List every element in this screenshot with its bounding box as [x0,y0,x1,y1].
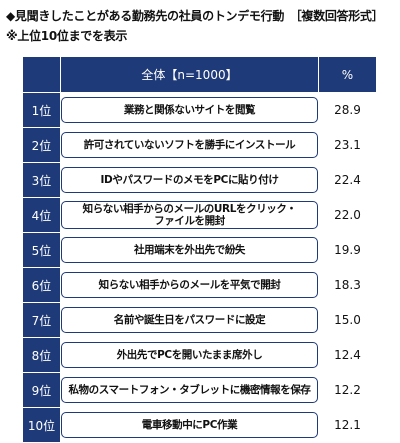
table-row: 8位 外出先でPCを開いたまま席外し 12.4 [22,337,377,373]
page-title: ◆見聞きしたことがある勤務先の社員のトンデモ行動 ［複数回答形式］ [6,9,384,23]
item-label: 知らない相手からのメールのURLをクリック・ ファイルを開封 [61,201,318,229]
item-label: IDやパスワードのメモをPCに貼り付け [61,167,318,193]
table-body: 1位 業務と関係ないサイトを閲覧 28.9 2位 許可されていないソフトを勝手にインスト… [22,92,377,443]
table-row: 4位 知らない相手からのメールのURLをクリック・ ファイルを開封 22.0 [22,197,377,233]
ranking-table: 全体【n=1000】 % 1位 業務と関係ないサイトを閲覧 28.9 2位 許可されてい… [22,56,377,443]
percent-value: 18.3 [318,267,377,303]
item-label: 社用端末を外出先で紛失 [61,237,318,263]
item-label: 外出先でPCを開いたまま席外し [61,342,318,368]
percent-value: 22.4 [318,162,377,198]
percent-value: 12.4 [318,337,377,373]
item-cell: 知らない相手からのメールを平気で開封 [60,267,319,303]
rank-label: 9位 [22,372,61,408]
item-cell: 社用端末を外出先で紛失 [60,232,319,268]
rank-label: 3位 [22,162,61,198]
percent-value: 22.0 [318,197,377,233]
item-cell: 私物のスマートフォン・タブレットに機密情報を保存 [60,372,319,408]
item-cell: IDやパスワードのメモをPCに貼り付け [60,162,319,198]
rank-label: 4位 [22,197,61,233]
item-cell: 許可されていないソフトを勝手にインストール [60,127,319,163]
item-label: 私物のスマートフォン・タブレットに機密情報を保存 [61,377,318,403]
table-header-row: 全体【n=1000】 % [22,56,377,93]
rank-label: 8位 [22,337,61,373]
item-cell: 外出先でPCを開いたまま席外し [60,337,319,373]
note-text: ※上位10位までを表示 [6,29,128,43]
item-cell: 名前や誕生日をパスワードに設定 [60,302,319,338]
header-percent: % [318,56,377,93]
rank-label: 7位 [22,302,61,338]
table-row: 7位 名前や誕生日をパスワードに設定 15.0 [22,302,377,338]
item-label: 許可されていないソフトを勝手にインストール [61,132,318,158]
percent-value: 12.1 [318,407,377,443]
table-row: 6位 知らない相手からのメールを平気で開封 18.3 [22,267,377,303]
table-row: 3位 IDやパスワードのメモをPCに貼り付け 22.4 [22,162,377,198]
rank-label: 10位 [22,407,61,443]
percent-value: 12.2 [318,372,377,408]
table-row: 9位 私物のスマートフォン・タブレットに機密情報を保存 12.2 [22,372,377,408]
item-cell: 電車移動中にPC作業 [60,407,319,443]
item-label: 名前や誕生日をパスワードに設定 [61,307,318,333]
item-label: 知らない相手からのメールを平気で開封 [61,272,318,298]
table-row: 10位 電車移動中にPC作業 12.1 [22,407,377,443]
table-row: 1位 業務と関係ないサイトを閲覧 28.9 [22,92,377,128]
percent-value: 28.9 [318,92,377,128]
percent-value: 15.0 [318,302,377,338]
table-row: 5位 社用端末を外出先で紛失 19.9 [22,232,377,268]
header-total: 全体【n=1000】 [60,56,319,93]
item-label: 業務と関係ないサイトを閲覧 [61,97,318,123]
rank-label: 2位 [22,127,61,163]
item-label: 電車移動中にPC作業 [61,412,318,438]
item-cell: 知らない相手からのメールのURLをクリック・ ファイルを開封 [60,197,319,233]
rank-label: 1位 [22,92,61,128]
percent-value: 23.1 [318,127,377,163]
rank-label: 5位 [22,232,61,268]
item-cell: 業務と関係ないサイトを閲覧 [60,92,319,128]
rank-label: 6位 [22,267,61,303]
percent-value: 19.9 [318,232,377,268]
header-rank [22,56,61,93]
table-row: 2位 許可されていないソフトを勝手にインストール 23.1 [22,127,377,163]
